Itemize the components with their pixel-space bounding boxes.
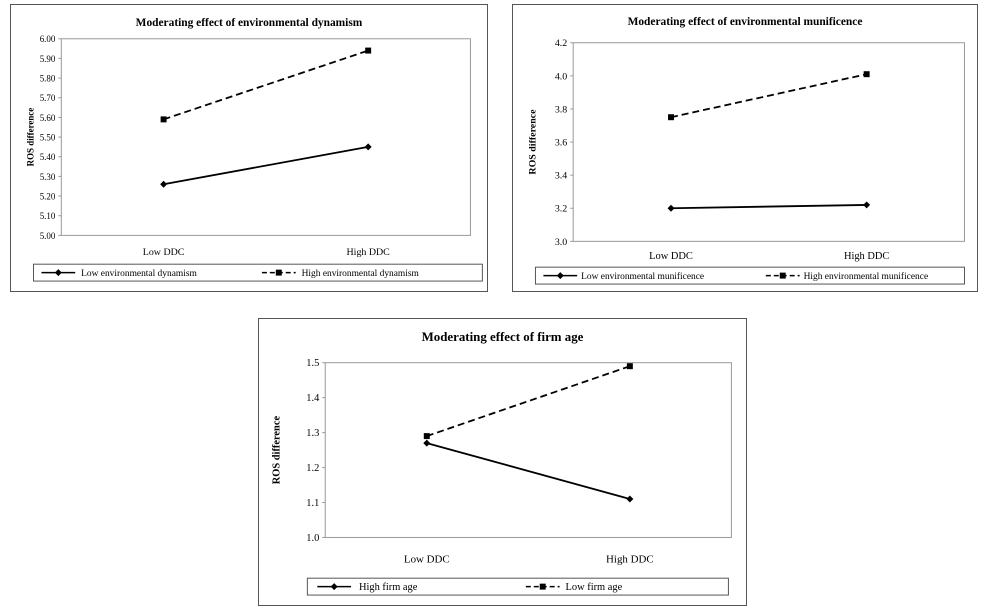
chart-firm-age: Moderating effect of firm age 1.0 1.1 1.2 1.… bbox=[258, 318, 747, 606]
chart-svg: Moderating effect of firm age 1.0 1.1 1.2 1.… bbox=[272, 330, 732, 596]
data-point bbox=[365, 47, 372, 54]
y-tick-label: 5.80 bbox=[40, 74, 56, 84]
x-category-label: High DDC bbox=[844, 251, 889, 262]
y-axis-label: ROS difference bbox=[272, 416, 283, 485]
data-point bbox=[668, 114, 674, 121]
y-tick-label: 6.00 bbox=[40, 34, 56, 44]
y-tick-label: 5.60 bbox=[40, 113, 56, 123]
y-tick-label: 5.40 bbox=[40, 152, 56, 162]
legend-label: Low environmental munificence bbox=[581, 271, 704, 282]
series-2 bbox=[668, 71, 870, 121]
legend-swatch-marker bbox=[539, 583, 546, 590]
x-category-label: High DDC bbox=[606, 553, 654, 565]
chart-environmental-munificence: Moderating effect of environmental munif… bbox=[512, 4, 978, 292]
plot-area bbox=[324, 362, 732, 538]
series-line bbox=[163, 146, 369, 186]
y-tick-label: 5.70 bbox=[40, 93, 56, 103]
legend-swatch-marker bbox=[779, 272, 786, 279]
legend-frame bbox=[306, 577, 729, 596]
y-tick-label: 3.8 bbox=[555, 104, 567, 115]
y-tick-label: 5.00 bbox=[40, 231, 56, 241]
chart-svg: Moderating effect of environmental munif… bbox=[527, 16, 965, 285]
legend-swatch-marker bbox=[54, 269, 62, 277]
data-point bbox=[626, 495, 634, 503]
chart-title: Moderating effect of firm age bbox=[422, 330, 584, 344]
series-line bbox=[426, 365, 631, 437]
plot-area bbox=[60, 38, 471, 236]
legend-swatch-marker bbox=[275, 269, 282, 276]
y-axis-label: ROS difference bbox=[26, 108, 36, 167]
y-tick-label: 4.2 bbox=[555, 38, 567, 49]
legend-label: High environmental munificence bbox=[804, 271, 929, 282]
data-point bbox=[863, 71, 870, 78]
data-point bbox=[364, 143, 372, 151]
chart-title: Moderating effect of environmental munif… bbox=[628, 16, 863, 28]
y-tick-label: 3.0 bbox=[555, 237, 567, 248]
y-tick-label: 5.10 bbox=[40, 211, 56, 221]
series-line bbox=[671, 204, 867, 210]
legend-frame bbox=[534, 266, 965, 285]
y-tick-label: 5.90 bbox=[40, 54, 56, 64]
data-point bbox=[423, 433, 430, 440]
series-line bbox=[426, 442, 631, 500]
data-point bbox=[667, 204, 675, 212]
legend-frame bbox=[33, 263, 483, 282]
legend-label: High environmental dynamism bbox=[302, 269, 420, 279]
y-tick-label: 4.0 bbox=[555, 71, 567, 82]
plot-area bbox=[572, 42, 965, 242]
series-1 bbox=[160, 143, 372, 188]
series-2 bbox=[160, 47, 372, 123]
y-axis-label: ROS difference bbox=[527, 109, 538, 175]
y-tick-label: 5.20 bbox=[40, 192, 56, 202]
legend-label: Low environmental dynamism bbox=[81, 269, 197, 279]
legend-swatch-marker bbox=[330, 583, 338, 591]
legend-label: High firm age bbox=[359, 582, 418, 593]
series-line bbox=[163, 49, 369, 121]
y-tick-label: 1.5 bbox=[306, 358, 319, 369]
y-tick-label: 1.2 bbox=[306, 463, 319, 474]
chart-title: Moderating effect of environmental dynam… bbox=[136, 17, 363, 29]
data-point bbox=[863, 201, 871, 209]
data-point bbox=[160, 180, 168, 188]
legend-label: Low firm age bbox=[566, 582, 623, 593]
y-tick-label: 1.1 bbox=[306, 498, 319, 509]
y-tick-label: 5.30 bbox=[40, 172, 56, 182]
series-2 bbox=[423, 363, 633, 440]
legend: Low environmental dynamism High environme… bbox=[33, 263, 483, 282]
data-point bbox=[423, 439, 431, 447]
legend: High firm age Low firm age bbox=[306, 577, 729, 596]
series-1 bbox=[667, 201, 871, 212]
y-tick-label: 1.0 bbox=[306, 533, 319, 544]
series-1 bbox=[423, 439, 634, 503]
x-category-label: Low DDC bbox=[404, 553, 450, 565]
y-tick-label: 3.4 bbox=[555, 171, 567, 182]
legend-swatch-marker bbox=[556, 272, 564, 280]
y-tick-label: 3.2 bbox=[555, 204, 567, 215]
y-tick-label: 1.3 bbox=[306, 428, 319, 439]
y-tick-label: 5.50 bbox=[40, 133, 56, 143]
x-category-label: High DDC bbox=[347, 247, 391, 258]
data-point bbox=[626, 363, 633, 370]
y-tick-label: 1.4 bbox=[306, 393, 320, 404]
series-line bbox=[670, 73, 867, 119]
x-category-label: Low DDC bbox=[649, 251, 693, 262]
data-point bbox=[160, 116, 167, 123]
y-tick-label: 3.6 bbox=[555, 138, 567, 149]
legend: Low environmental munificence High enviro… bbox=[534, 266, 965, 285]
chart-svg: Moderating effect of environmental dynam… bbox=[26, 17, 483, 282]
chart-environmental-dynamism: Moderating effect of environmental dynam… bbox=[10, 4, 488, 292]
x-category-label: Low DDC bbox=[143, 247, 185, 258]
